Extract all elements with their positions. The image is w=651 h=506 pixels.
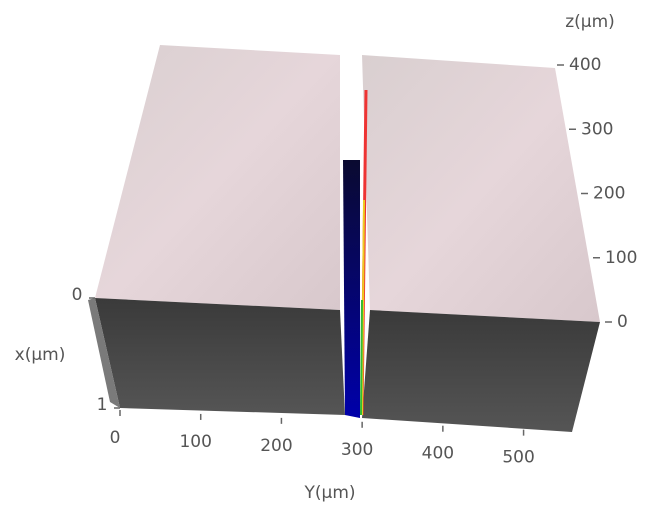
x-axis-label: x(µm) xyxy=(15,345,66,365)
z-tick-label: 300 xyxy=(581,119,613,139)
y-tick-label: 100 xyxy=(179,432,211,452)
y-tick-label: 0 xyxy=(110,428,121,448)
z-tick-label: 100 xyxy=(605,248,637,268)
x-tick-label: 0 xyxy=(72,285,83,305)
z-tick-label: 200 xyxy=(593,184,625,204)
y-tick-label: 200 xyxy=(260,436,292,456)
z-tick-label: 400 xyxy=(569,55,601,75)
x-tick-label: 1 xyxy=(97,395,108,415)
y-tick-label: 400 xyxy=(422,444,454,464)
z-tick-label: 0 xyxy=(617,312,628,332)
surface xyxy=(88,45,600,432)
y-axis-label: Y(µm) xyxy=(303,483,355,503)
y-tick-label: 300 xyxy=(341,440,373,460)
z-axis-label: z(µm) xyxy=(565,12,615,32)
y-tick-label: 500 xyxy=(502,448,534,468)
